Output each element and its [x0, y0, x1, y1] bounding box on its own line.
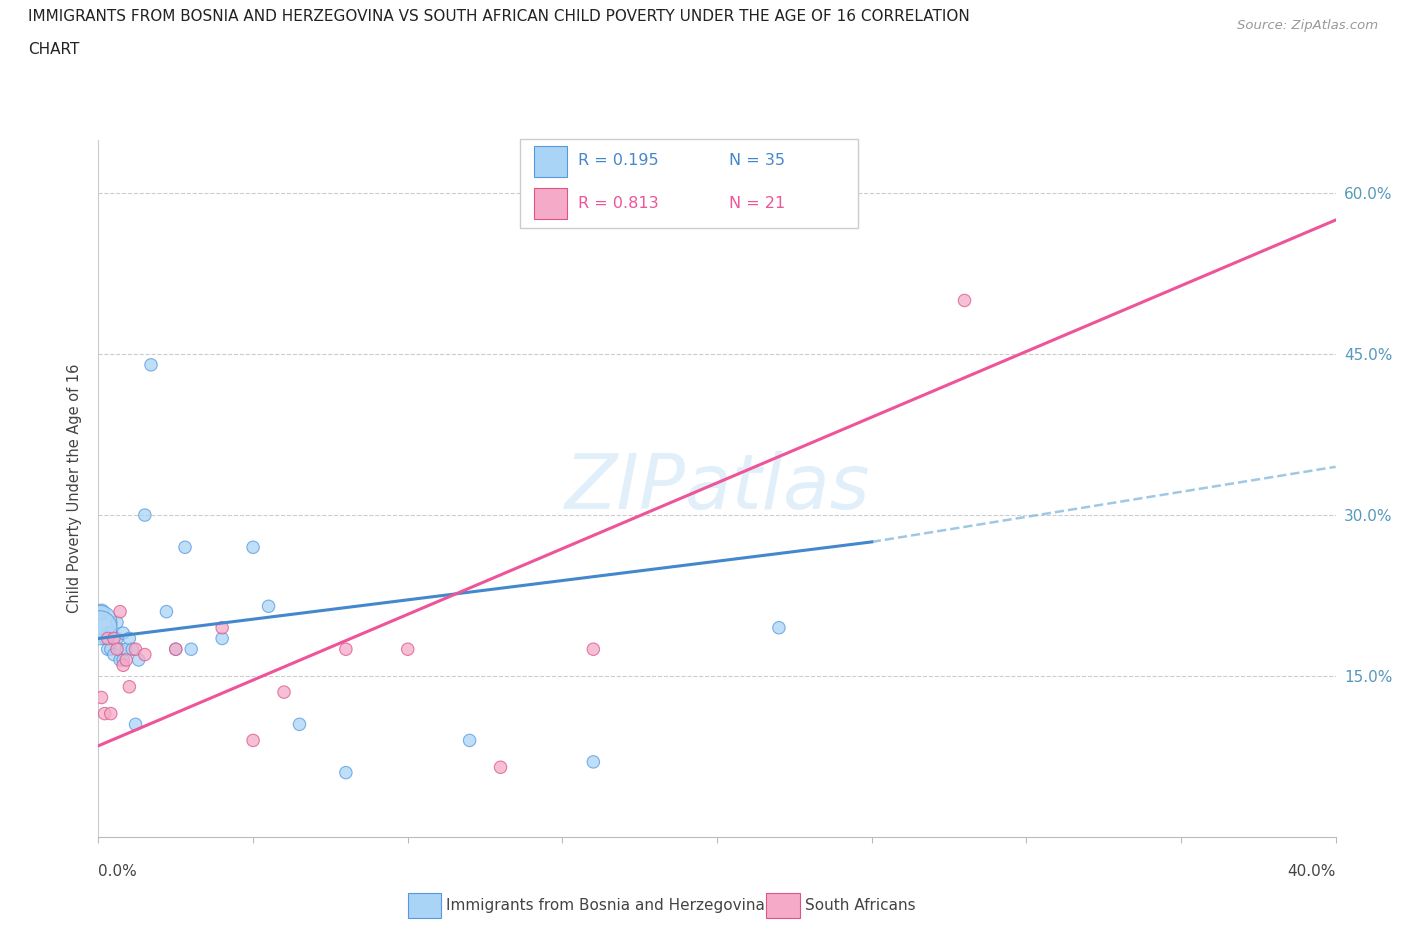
Point — [90, 604, 112, 619]
Point — [115, 642, 138, 657]
Point — [118, 631, 141, 646]
Point — [103, 647, 125, 662]
Point — [489, 760, 512, 775]
Point — [93, 706, 115, 721]
Point — [124, 717, 146, 732]
Point — [97, 626, 120, 641]
Point — [97, 631, 120, 646]
Point — [174, 539, 197, 554]
Text: CHART: CHART — [28, 42, 80, 57]
Text: IMMIGRANTS FROM BOSNIA AND HERZEGOVINA VS SOUTH AFRICAN CHILD POVERTY UNDER THE : IMMIGRANTS FROM BOSNIA AND HERZEGOVINA V… — [28, 9, 970, 24]
Point — [582, 754, 605, 769]
Point — [768, 620, 790, 635]
Point — [582, 642, 605, 657]
Point — [100, 642, 122, 657]
Point — [288, 717, 311, 732]
Point — [115, 653, 138, 668]
Point — [134, 647, 156, 662]
Point — [112, 658, 135, 672]
Point — [105, 615, 128, 630]
Point — [242, 539, 264, 554]
Text: South Africans: South Africans — [804, 898, 915, 913]
Point — [100, 706, 122, 721]
Point — [128, 653, 150, 668]
Text: Source: ZipAtlas.com: Source: ZipAtlas.com — [1237, 19, 1378, 32]
Bar — [408, 894, 441, 918]
Bar — [534, 188, 568, 219]
Text: N = 21: N = 21 — [730, 195, 786, 210]
Point — [165, 642, 187, 657]
Point — [105, 631, 128, 646]
Point — [134, 508, 156, 523]
Point — [97, 642, 120, 657]
Text: R = 0.813: R = 0.813 — [578, 195, 658, 210]
Point — [953, 293, 976, 308]
Point — [112, 653, 135, 668]
Point — [180, 642, 202, 657]
Point — [396, 642, 419, 657]
Point — [155, 604, 177, 619]
Text: N = 35: N = 35 — [730, 153, 786, 168]
Point — [103, 631, 125, 646]
Point — [89, 615, 111, 630]
Point — [100, 626, 122, 641]
FancyBboxPatch shape — [520, 140, 858, 228]
Point — [121, 642, 143, 657]
Point — [118, 679, 141, 694]
Point — [165, 642, 187, 657]
Point — [335, 765, 357, 780]
Point — [458, 733, 481, 748]
Point — [89, 620, 111, 635]
Bar — [766, 894, 800, 918]
Point — [93, 631, 115, 646]
Point — [108, 642, 131, 657]
Point — [242, 733, 264, 748]
Point — [90, 690, 112, 705]
Point — [257, 599, 280, 614]
Point — [112, 626, 135, 641]
Text: Immigrants from Bosnia and Herzegovina: Immigrants from Bosnia and Herzegovina — [447, 898, 765, 913]
Point — [105, 642, 128, 657]
Point — [273, 684, 295, 699]
Point — [108, 653, 131, 668]
Point — [211, 620, 233, 635]
Point — [335, 642, 357, 657]
Text: ZIPatlas: ZIPatlas — [564, 451, 870, 525]
Bar — [534, 146, 568, 177]
Point — [139, 357, 162, 372]
Text: 0.0%: 0.0% — [98, 864, 138, 879]
Point — [103, 631, 125, 646]
Y-axis label: Child Poverty Under the Age of 16: Child Poverty Under the Age of 16 — [67, 364, 83, 613]
Text: 40.0%: 40.0% — [1288, 864, 1336, 879]
Point — [108, 604, 131, 619]
Point — [124, 642, 146, 657]
Point — [211, 631, 233, 646]
Text: R = 0.195: R = 0.195 — [578, 153, 658, 168]
